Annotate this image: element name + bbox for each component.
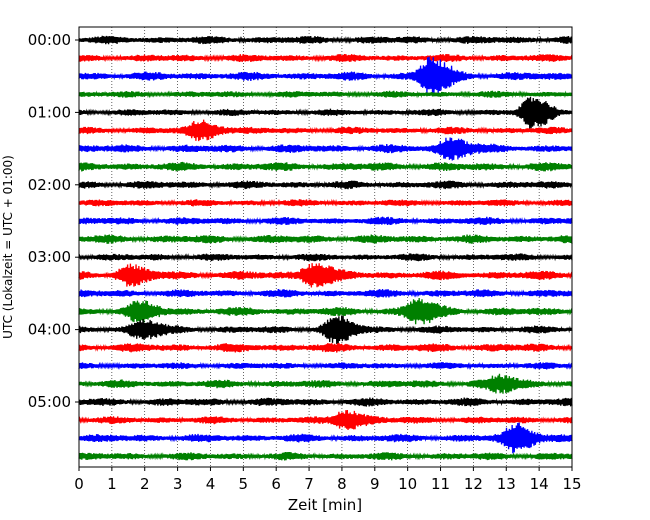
x-tick-label: 13 xyxy=(497,475,516,493)
x-tick-label: 11 xyxy=(431,475,450,493)
trace-15 xyxy=(78,298,573,325)
trace-10 xyxy=(78,216,573,226)
trace-13 xyxy=(78,263,573,288)
y-tick-label: 01:00 xyxy=(28,103,71,121)
trace-1 xyxy=(78,53,573,63)
trace-18 xyxy=(78,361,573,370)
trace-4 xyxy=(78,96,573,129)
grid-lines xyxy=(111,27,540,467)
x-tick-label: 2 xyxy=(140,475,150,493)
trace-11 xyxy=(78,234,573,244)
trace-12 xyxy=(78,253,573,262)
x-tick-label: 15 xyxy=(562,475,581,493)
trace-14 xyxy=(78,288,573,298)
x-tick-label: 14 xyxy=(530,475,549,493)
y-axis-label: UTC (Lokalzeit = UTC + 01:00) xyxy=(1,155,15,339)
x-tick-label: 6 xyxy=(271,475,281,493)
x-axis-ticks: 0 1 2 3 4 5 6 7 8 9 10 11 12 13 14 15 xyxy=(74,467,582,493)
x-tick-label: 7 xyxy=(304,475,314,493)
trace-22 xyxy=(78,422,573,454)
x-tick-label: 10 xyxy=(398,475,417,493)
trace-2 xyxy=(78,56,573,97)
trace-6 xyxy=(78,137,573,161)
y-tick-label: 02:00 xyxy=(28,176,71,194)
y-tick-label: 04:00 xyxy=(28,321,71,339)
x-tick-label: 1 xyxy=(107,475,117,493)
trace-group xyxy=(78,35,573,461)
trace-19 xyxy=(78,373,573,394)
plot-frame xyxy=(78,26,573,468)
trace-7 xyxy=(78,161,573,172)
x-tick-label: 3 xyxy=(173,475,183,493)
y-axis-ticks: 00:00 01:00 02:00 03:00 04:00 05:00 xyxy=(28,31,79,411)
x-axis-label: Zeit [min] xyxy=(288,496,362,514)
x-tick-label: 12 xyxy=(464,475,483,493)
trace-3 xyxy=(78,90,573,99)
x-tick-label: 4 xyxy=(206,475,216,493)
trace-23 xyxy=(78,451,573,461)
x-tick-label: 9 xyxy=(370,475,380,493)
trace-17 xyxy=(78,342,573,353)
trace-0 xyxy=(78,35,573,45)
y-tick-label: 05:00 xyxy=(28,393,71,411)
y-tick-label: 00:00 xyxy=(28,31,71,49)
trace-21 xyxy=(78,410,573,430)
trace-9 xyxy=(78,198,573,207)
x-tick-label: 8 xyxy=(337,475,347,493)
trace-5 xyxy=(78,119,573,142)
trace-8 xyxy=(78,180,573,190)
x-tick-label: 5 xyxy=(239,475,249,493)
trace-20 xyxy=(78,397,573,407)
trace-16 xyxy=(78,315,573,345)
y-tick-label: 03:00 xyxy=(28,248,71,266)
x-tick-label: 0 xyxy=(74,475,84,493)
